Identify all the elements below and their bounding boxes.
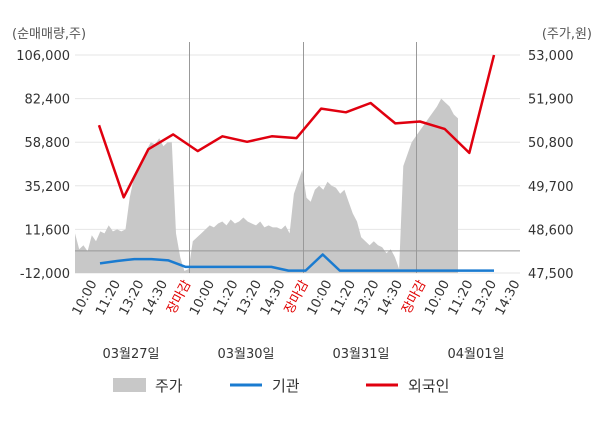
date-label-layer: 03월27일 03월30일 03월31일 04월01일 (102, 347, 504, 362)
legend-foreign-label: 외국인 (408, 377, 449, 395)
left-tick-label: 58,800 (25, 136, 71, 151)
right-tick-label: 47,500 (528, 267, 574, 282)
series-line-layer (97, 54, 496, 272)
right-tick-label: 50,800 (528, 136, 574, 151)
foreign-line (97, 54, 496, 199)
date-label: 04월01일 (447, 347, 504, 362)
left-tick-label: 11,600 (25, 223, 71, 238)
price-area-layer (75, 98, 458, 273)
day-divider-layer (75, 42, 520, 273)
left-axis-label: (순매매량,주) (12, 27, 86, 42)
right-tick-label: 53,000 (528, 49, 574, 64)
right-tick-label: 48,600 (528, 223, 574, 238)
price-area (75, 98, 458, 273)
right-tick-label: 49,700 (528, 180, 574, 195)
right-axis-label: (주가,원) (542, 27, 592, 42)
legend: 주가 기관 외국인 (113, 377, 449, 395)
date-label: 03월27일 (102, 347, 159, 362)
legend-price-swatch (113, 378, 146, 392)
legend-institution-label: 기관 (272, 377, 300, 395)
right-tick-label: 51,900 (528, 93, 574, 108)
left-tick-label: -12,000 (20, 267, 70, 282)
x-tick-layer: 10:0011:2013:2014:30장마감10:0011:2013:2014… (70, 278, 524, 318)
left-tick-label: 106,000 (16, 49, 70, 64)
institution-line (99, 253, 494, 272)
legend-price-label: 주가 (155, 377, 183, 395)
y-tick-layer: 106,000 82,400 58,800 35,200 11,600 -12,000 53… (16, 49, 573, 282)
date-label: 03월30일 (217, 347, 274, 362)
date-label: 03월31일 (332, 347, 389, 362)
left-tick-label: 35,200 (25, 180, 71, 195)
left-tick-label: 82,400 (25, 93, 71, 108)
